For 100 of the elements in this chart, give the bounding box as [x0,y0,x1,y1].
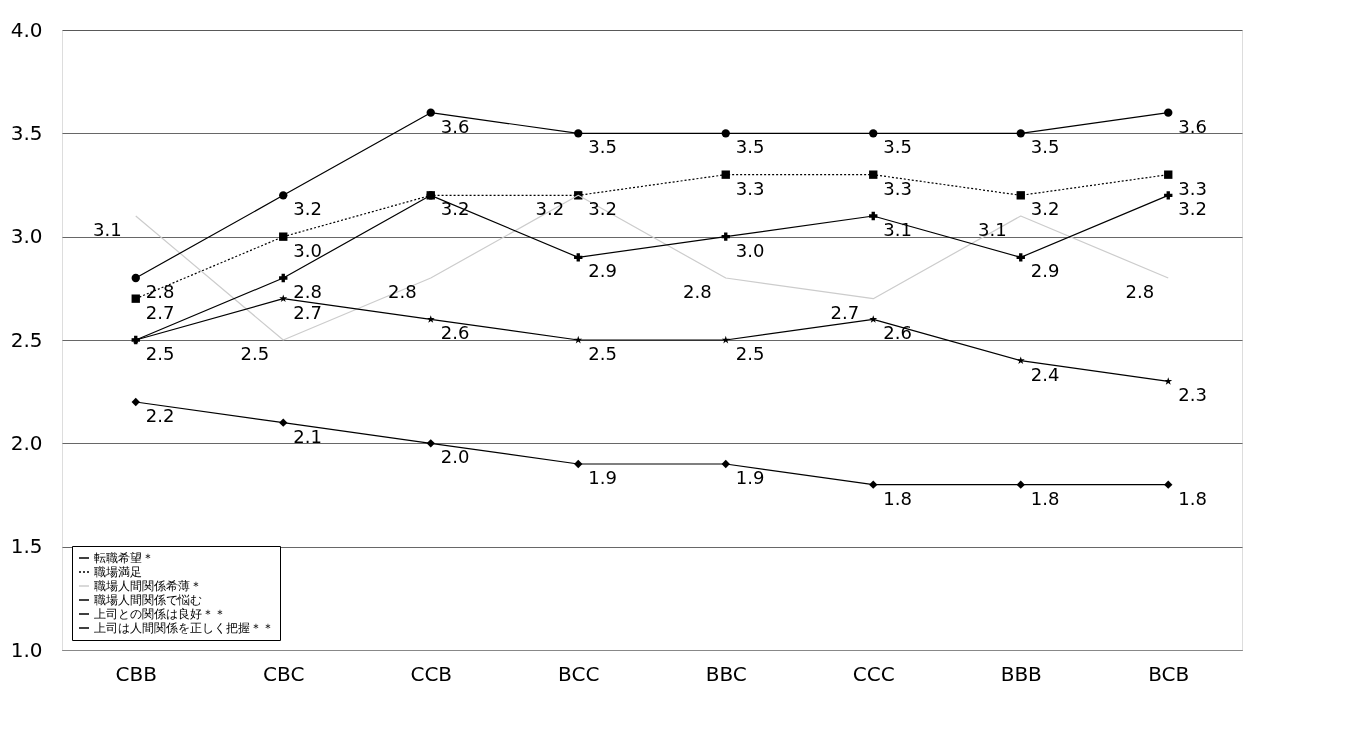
data-label: 1.8 [1178,487,1207,509]
point [721,129,730,138]
data-label: 2.6 [883,322,912,344]
point [721,170,730,179]
data-label: 1.8 [1030,487,1060,509]
point [279,418,288,427]
data-label: 3.3 [883,177,912,199]
point [279,232,288,241]
point [574,335,583,344]
point [574,253,583,262]
x-tick-label: BBC [705,661,747,686]
data-label: 2.7 [145,301,175,323]
data-label: 3.2 [1030,198,1060,220]
point [869,315,878,323]
data-label: 3.6 [440,115,470,137]
point [131,294,140,303]
data-label: 1.9 [735,467,765,488]
legend-label: 上司は人間関係を正しく把握＊＊ [94,621,274,635]
data-label: 2.8 [388,281,417,302]
point [1016,356,1025,365]
point [426,108,435,117]
data-label: 3.1 [93,219,122,240]
point [869,211,878,221]
point [1016,129,1025,138]
legend-label: 職場人間関係で悩む [94,593,202,607]
point [279,273,288,283]
data-label: 2.8 [145,281,175,302]
point [574,459,583,469]
data-label: 2.8 [1125,281,1155,302]
point [1164,170,1173,179]
data-label: 3.2 [535,198,565,220]
data-label: 3.5 [1030,136,1060,158]
data-label: 2.5 [145,343,175,364]
legend-label: 職場人間関係希薄＊ [94,579,202,593]
data-label: 2.5 [735,343,765,364]
data-label: 3.1 [978,219,1007,240]
point [426,315,435,323]
point [131,273,140,283]
point [869,170,878,179]
data-label: 3.0 [293,239,322,261]
x-tick-label: BBB [1000,661,1042,686]
data-label: 3.1 [883,219,912,240]
data-label: 2.9 [588,260,617,282]
data-label: 3.3 [735,177,765,199]
data-label: 2.0 [440,446,470,468]
legend-label: 上司との関係は良好＊＊ [94,607,226,621]
point [131,397,140,407]
y-tick-label: 3.0 [10,224,43,249]
point [279,294,288,303]
data-label: 1.9 [588,467,617,488]
point [869,480,878,489]
data-label: 2.2 [145,405,175,426]
data-label: 2.8 [293,281,322,302]
y-tick-label: 1.5 [10,534,43,559]
data-label: 2.5 [240,343,270,364]
data-label: 3.2 [588,198,617,220]
data-label: 2.7 [293,301,322,323]
data-label: 3.5 [588,136,617,158]
data-label: 3.6 [1178,115,1207,137]
point [1164,191,1173,200]
data-label: 3.5 [735,136,765,158]
legend-label: 職場満足 [94,565,142,579]
data-label: 1.8 [883,487,912,509]
point [574,129,583,138]
y-tick-label: 1.0 [10,637,43,662]
x-tick-label: CBC [263,661,305,686]
data-label: 3.2 [1178,198,1207,220]
point [1164,108,1173,117]
x-tick-label: CCC [852,661,895,686]
data-label: 2.3 [1178,384,1207,406]
data-label: 3.5 [883,136,912,158]
data-label: 2.6 [440,322,470,344]
point [721,232,730,241]
y-tick-label: 4.0 [10,17,43,42]
y-tick-label: 2.5 [10,327,43,352]
data-label: 2.5 [588,343,617,364]
x-tick-label: BCB [1148,661,1190,686]
point [1016,253,1025,262]
x-tick-label: CBB [115,661,157,686]
point [1164,377,1173,385]
point [1016,191,1025,200]
point [1164,480,1173,489]
data-label: 3.3 [1178,177,1207,199]
data-label: 2.4 [1030,363,1060,385]
legend-label: 転職希望＊ [94,551,154,565]
point [721,459,730,469]
y-tick-label: 2.0 [10,430,43,455]
point [279,191,288,200]
x-tick-label: BCC [558,661,600,686]
data-label: 3.2 [293,198,322,220]
point [869,129,878,138]
y-tick-label: 3.5 [10,120,43,145]
data-label: 2.7 [830,301,860,323]
data-label: 3.0 [735,239,765,261]
data-label: 3.2 [440,198,470,220]
point [1016,480,1025,489]
x-tick-label: CCB [410,661,453,686]
point [426,439,435,448]
data-label: 2.1 [293,425,322,447]
data-label: 2.8 [683,281,712,302]
